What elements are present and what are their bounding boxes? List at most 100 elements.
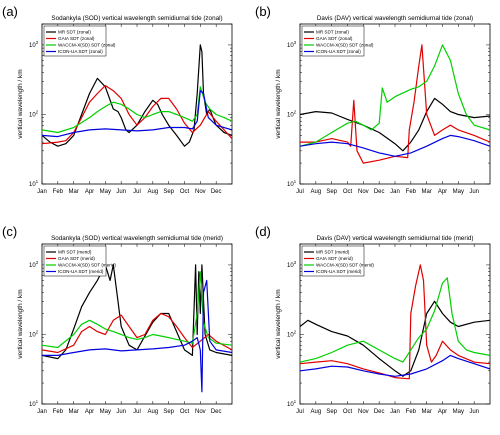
- x-tick-label: Dec: [374, 409, 385, 415]
- y-tick-label: 103: [287, 40, 297, 49]
- panel-title: Davis (DAV) vertical wavelength semidiur…: [316, 235, 473, 242]
- y-axis-label: vertical wavelength / km: [275, 289, 282, 358]
- x-tick-label: Jun: [469, 409, 479, 415]
- x-tick-label: Jul: [296, 189, 304, 195]
- x-tick-label: Mar: [68, 409, 78, 415]
- y-axis-label: vertical wavelength / km: [17, 69, 24, 138]
- panel-title: Sodankyla (SOD) vertical wavelength semi…: [51, 235, 223, 242]
- legend-entry: MR SDT (zonal): [58, 30, 91, 35]
- x-tick-label: Nov: [358, 189, 369, 195]
- legend-entry: GAIA SDT (zonal): [316, 36, 353, 41]
- x-tick-label: Aug: [147, 189, 158, 195]
- x-tick-label: Apr: [438, 409, 447, 415]
- y-tick-label: 101: [29, 179, 39, 188]
- legend-entry: MR SDT (merid): [58, 250, 92, 255]
- y-tick-label: 102: [287, 329, 297, 338]
- legend-entry: ICON-UA SDT (merid): [316, 269, 362, 274]
- series-line-2: [300, 277, 490, 363]
- x-tick-label: Jul: [133, 189, 141, 195]
- panel-b: (b) Davis (DAV) vertical wavelength semid…: [255, 4, 491, 195]
- x-tick-label: Jul: [296, 409, 304, 415]
- x-tick-label: Jan: [37, 409, 47, 415]
- legend-entry: GAIA SDT (zonal): [58, 36, 95, 41]
- y-axis-label: vertical wavelength / km: [17, 289, 24, 358]
- y-tick-label: 102: [29, 329, 39, 338]
- series-line-3: [300, 354, 490, 377]
- series-line-3: [42, 279, 232, 393]
- panel-label: (c): [2, 224, 17, 239]
- panel-a: (a) Sodankyla (SOD) vertical wavelength s…: [2, 4, 233, 195]
- x-tick-label: Mar: [421, 189, 431, 195]
- x-tick-label: Nov: [195, 409, 206, 415]
- x-tick-label: Aug: [147, 409, 158, 415]
- legend-entry: WACCM-X(SD) SDT (zonal): [316, 43, 374, 48]
- series-line-2: [42, 271, 232, 349]
- x-tick-label: Oct: [343, 189, 353, 195]
- legend-entry: GAIA SDT (merid): [58, 256, 95, 261]
- series-line-1: [42, 312, 232, 354]
- x-tick-label: Feb: [53, 189, 64, 195]
- series-line-2: [300, 44, 490, 147]
- x-tick-label: Sep: [163, 189, 174, 195]
- series-line-0: [42, 264, 232, 360]
- x-tick-label: Feb: [406, 409, 417, 415]
- x-tick-label: Jan: [390, 189, 400, 195]
- legend-entry: WACCM-X(SD) SDT (merid): [58, 263, 116, 268]
- x-tick-label: Jan: [390, 409, 400, 415]
- x-tick-label: Apr: [438, 189, 447, 195]
- y-tick-label: 101: [29, 399, 39, 408]
- y-tick-label: 102: [287, 109, 297, 118]
- x-tick-label: May: [453, 189, 464, 195]
- legend-entry: ICON-UA SDT (zonal): [316, 49, 361, 54]
- x-tick-label: Oct: [180, 189, 190, 195]
- panel-title: Sodankyla (SOD) vertical wavelength semi…: [51, 15, 222, 22]
- x-tick-label: Jun: [116, 189, 126, 195]
- series-line-1: [300, 264, 490, 380]
- x-tick-label: Jan: [37, 189, 47, 195]
- y-tick-label: 103: [29, 40, 39, 49]
- x-tick-label: Nov: [358, 409, 369, 415]
- x-tick-label: Sep: [163, 409, 174, 415]
- x-tick-label: Jun: [116, 409, 126, 415]
- panel-title: Davis (DAV) vertical wavelength semidiur…: [317, 15, 473, 22]
- legend-entry: MR SDT (merid): [316, 250, 350, 255]
- x-tick-label: Aug: [310, 189, 321, 195]
- x-tick-label: Oct: [343, 409, 353, 415]
- x-tick-label: Feb: [406, 189, 417, 195]
- series-line-1: [300, 44, 490, 164]
- series-line-0: [300, 300, 490, 377]
- y-tick-label: 102: [29, 109, 39, 118]
- x-tick-label: Dec: [211, 409, 222, 415]
- series-line-1: [42, 84, 232, 145]
- y-tick-label: 101: [287, 179, 297, 188]
- y-axis-label: vertical wavelength / km: [275, 69, 282, 138]
- x-tick-label: Mar: [421, 409, 431, 415]
- panel-label: (d): [255, 224, 271, 239]
- legend-entry: MR SDT (zonal): [316, 30, 349, 35]
- legend-entry: WACCM-X(SD) SDT (merid): [316, 263, 374, 268]
- x-tick-label: May: [100, 189, 111, 195]
- legend-entry: GAIA SDT (merid): [316, 256, 353, 261]
- legend-entry: WACCM-X(SD) SDT (zonal): [58, 43, 116, 48]
- x-tick-label: Mar: [68, 189, 78, 195]
- y-tick-label: 101: [287, 399, 297, 408]
- series-line-3: [300, 134, 490, 157]
- x-tick-label: Apr: [85, 189, 94, 195]
- series-line-3: [42, 90, 232, 138]
- x-tick-label: Nov: [195, 189, 206, 195]
- x-tick-label: Dec: [211, 189, 222, 195]
- x-tick-label: Sep: [326, 189, 337, 195]
- legend-entry: ICON-UA SDT (merid): [58, 269, 104, 274]
- x-tick-label: Jul: [133, 409, 141, 415]
- panel-label: (b): [255, 4, 271, 19]
- legend-entry: ICON-UA SDT (zonal): [58, 49, 103, 54]
- y-tick-label: 103: [29, 260, 39, 269]
- x-tick-label: Jun: [469, 189, 479, 195]
- panel-c: (c) Sodankyla (SOD) vertical wavelength s…: [2, 224, 233, 415]
- y-tick-label: 103: [287, 260, 297, 269]
- x-tick-label: May: [100, 409, 111, 415]
- x-tick-label: Oct: [180, 409, 190, 415]
- x-tick-label: Dec: [374, 189, 385, 195]
- x-tick-label: Aug: [310, 409, 321, 415]
